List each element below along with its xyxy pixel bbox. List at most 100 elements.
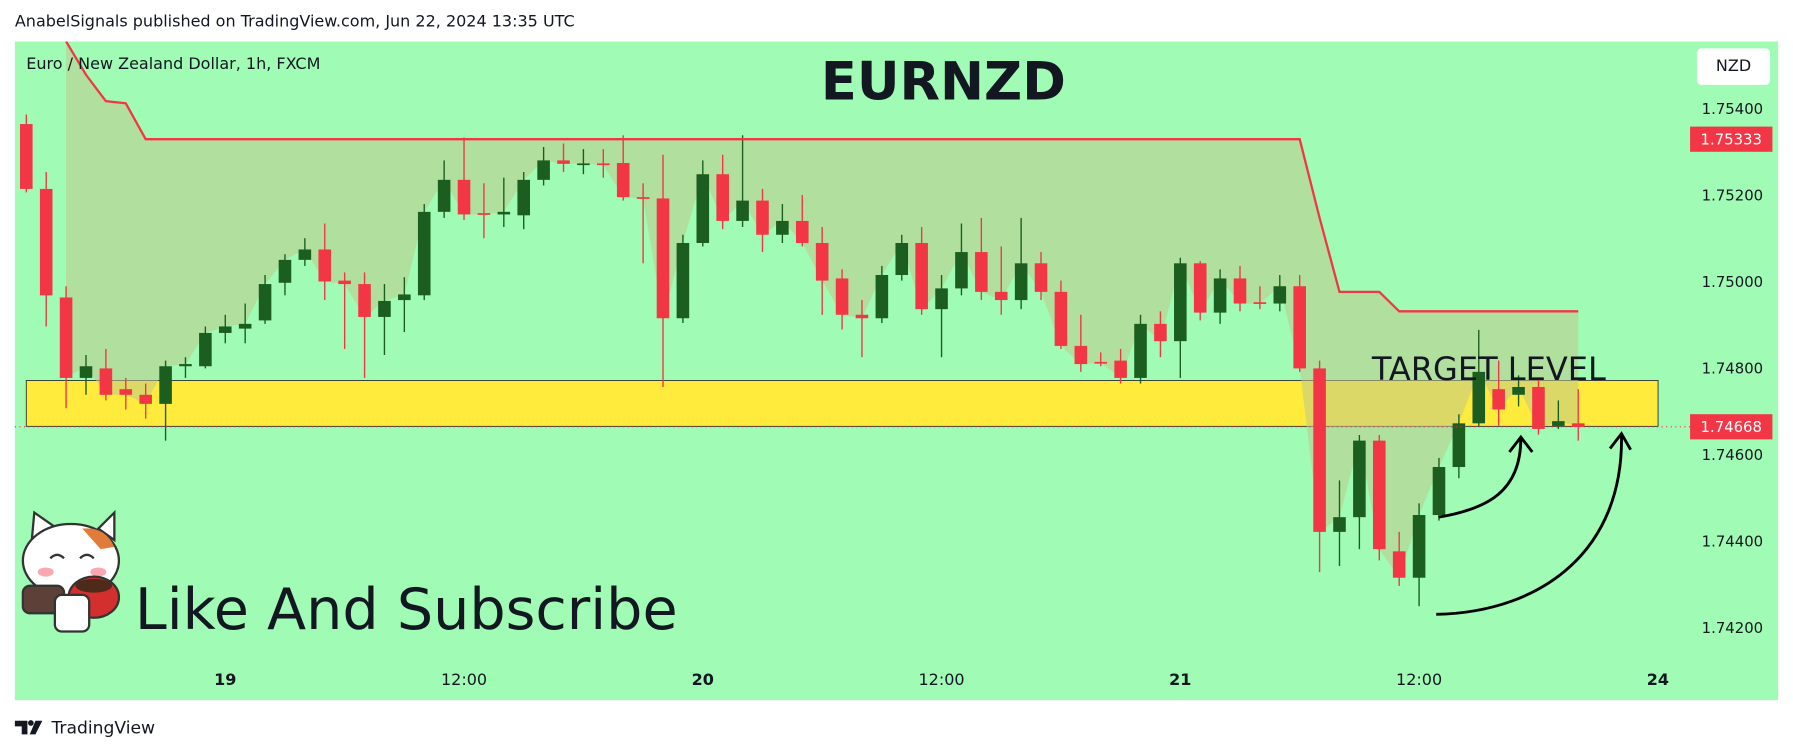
y-tick-label: 1.74800 [1702,360,1763,378]
candle-body [776,220,789,235]
candle-body [875,274,889,319]
candle-body [1213,278,1227,313]
chart-title: EURNZD [821,52,1066,113]
candle-body [537,160,550,180]
y-tick-label: 1.75200 [1702,187,1763,205]
candle-body [318,249,332,282]
candle-body [736,200,749,221]
candle-body [179,364,192,367]
candle-body [696,174,710,243]
candle-body [994,291,1008,301]
x-tick-label: 21 [1169,670,1191,689]
candle-body [1253,302,1267,304]
candle-body [1512,387,1525,395]
candle-body [597,163,610,166]
candle-body [258,284,272,321]
candle-body [1154,323,1167,342]
candle-body [1452,423,1466,468]
candle-body [457,179,471,215]
candle-body [855,314,869,319]
candle-body [1532,387,1545,429]
candle-body [1094,361,1108,364]
x-tick-label: 12:00 [1396,670,1442,689]
candle-body [676,242,690,319]
candle-body [417,211,431,296]
candle-body [238,323,252,329]
stop-line [65,40,1579,313]
candle-body [378,300,391,317]
y-tick-label: 1.75400 [1702,100,1763,118]
x-tick-label: 20 [692,670,714,689]
candle-body [398,294,411,301]
candle-body [1372,440,1386,550]
candle-body [1313,368,1326,532]
candle-body [1114,360,1127,378]
candle-body [656,198,670,319]
candle-body [756,200,769,235]
footer-brand: TradingView [50,719,155,739]
candle-body [1472,371,1486,424]
candle-body [1233,278,1247,304]
symbol-label: Euro / New Zealand Dollar, 1h, FXCM [26,54,320,73]
candle-body [1353,440,1366,518]
x-tick-label: 19 [214,670,236,689]
candle-body [835,278,849,315]
candle-body [1333,517,1346,532]
y-tick-label: 1.74600 [1702,446,1763,464]
candle-body [975,252,988,292]
candle-body [616,162,630,198]
candle-body [1174,263,1187,342]
candle-body [39,188,53,296]
candle-body [278,259,292,283]
candle-body [557,160,570,164]
candle-body [139,394,152,404]
candle-body [1134,323,1147,378]
x-tick-label: 12:00 [918,670,964,689]
candle-body [915,242,928,310]
y-tick-label: 1.74400 [1702,533,1763,551]
candle-body [477,213,491,215]
candle-body [358,284,371,317]
candle-body [1014,263,1028,301]
candle-body [517,179,531,216]
candle-body [20,124,33,189]
candle-body [636,197,650,199]
arrow [1436,431,1632,616]
candle-body [1273,286,1287,304]
currency-box[interactable] [1696,48,1771,85]
x-tick-label: 12:00 [441,670,487,689]
cat-sticker [21,509,121,633]
candle-body [298,249,312,260]
candle-body [59,297,73,378]
candle-body [1492,389,1505,410]
candle-body [1571,423,1585,427]
price-label: 1.75333 [1701,130,1762,148]
candle-body [218,326,232,333]
price-label-box [1690,414,1773,440]
candle-body [99,368,113,395]
x-tick-label: 24 [1647,670,1669,689]
candle-body [935,288,948,310]
candle-body [716,174,729,221]
y-tick-label: 1.74200 [1702,619,1763,637]
candle-body [1293,286,1306,369]
candle-body [338,280,351,285]
plot-area [20,40,1659,607]
candle-body [1432,467,1446,516]
candle-body [1392,551,1406,578]
candle-body [1412,515,1426,578]
candle-body [895,242,909,275]
candle-body [159,366,172,404]
candle-body [795,220,809,243]
candle-body [79,366,93,378]
candle-body [497,211,511,215]
candle-body [1074,345,1088,365]
candle-body [1193,263,1207,313]
price-label-box [1690,126,1773,152]
currency-label[interactable]: NZD [1716,56,1751,75]
target-annotation: TARGET LEVEL [1371,350,1606,388]
candle-body [815,242,829,281]
subscribe-annotation: Like And Subscribe [135,577,678,643]
